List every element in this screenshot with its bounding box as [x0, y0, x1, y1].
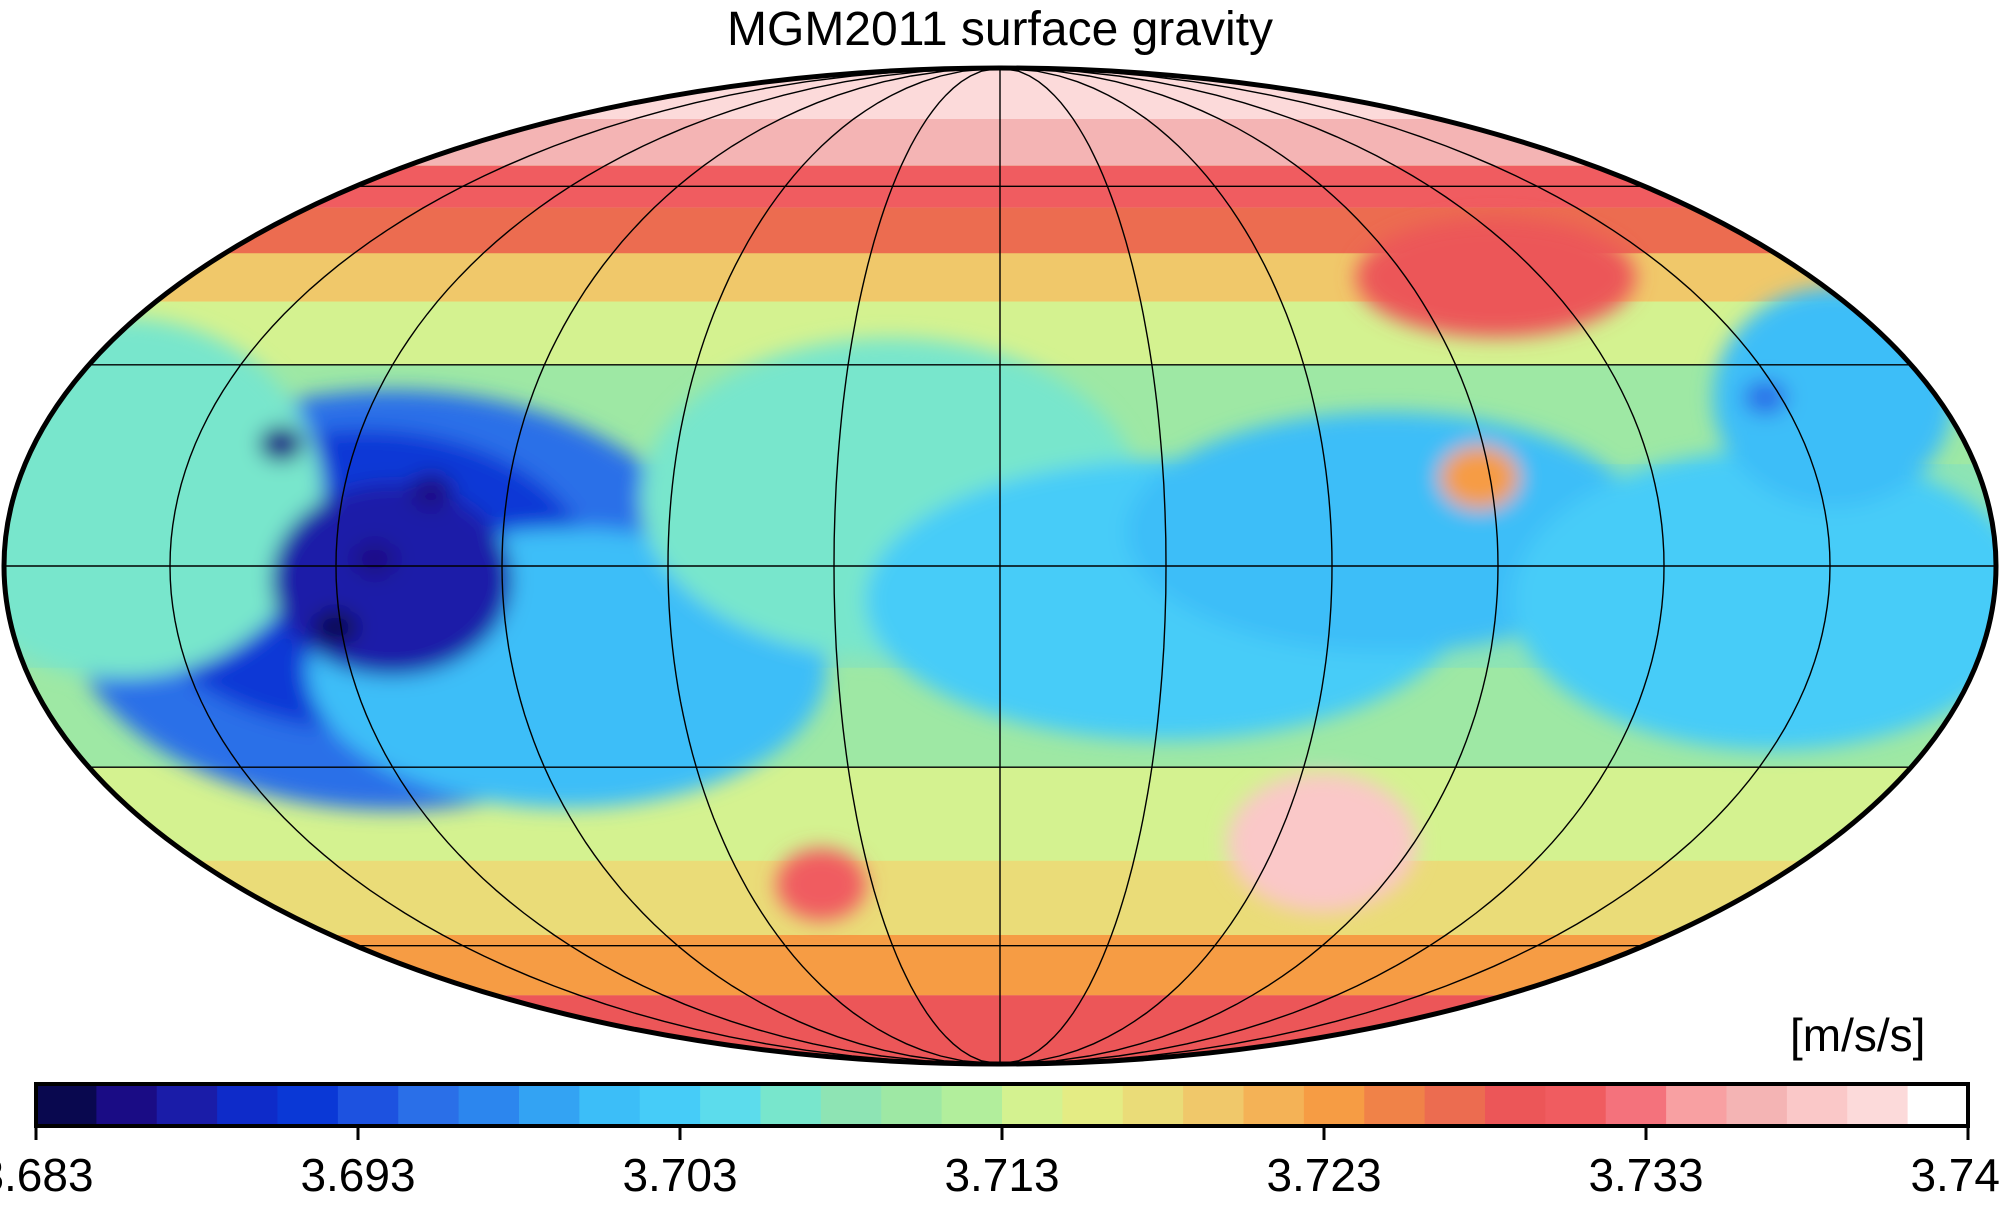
colorbar-swatch	[1786, 1084, 1848, 1126]
colorbar-swatch	[96, 1084, 158, 1126]
feature-pavonis-mons	[352, 541, 397, 577]
colorbar-swatch	[1485, 1084, 1546, 1126]
colorbar-swatch	[1002, 1084, 1063, 1126]
colorbar-swatch	[217, 1084, 279, 1126]
colorbar-swatch	[337, 1084, 399, 1126]
colorbar-swatch	[156, 1084, 218, 1126]
colorbar-swatch	[398, 1084, 460, 1126]
colorbar-swatch	[1243, 1084, 1305, 1126]
map-outline	[1, 65, 1999, 1067]
unit-label: [m/s/s]	[1790, 1009, 1926, 1061]
feature-ascraeus-mons	[409, 473, 454, 509]
colorbar-swatch	[941, 1084, 1003, 1126]
colorbar-tick-label: 3.693	[300, 1149, 416, 1201]
colorbar-tick-label: 3.713	[944, 1149, 1060, 1201]
colorbar-swatch	[760, 1084, 822, 1126]
feature-elysium-mons	[1743, 379, 1788, 416]
colorbar-swatch	[1303, 1084, 1365, 1126]
regional-anomaly	[1512, 450, 1996, 751]
colorbar-swatch	[639, 1084, 701, 1126]
colorbar-swatch	[1726, 1084, 1788, 1126]
colorbar-swatch	[579, 1084, 641, 1126]
colorbar-tick-label: 3.733	[1588, 1149, 1704, 1201]
colorbar-tick-label: 3.683	[0, 1149, 94, 1201]
colorbar-swatch	[881, 1084, 943, 1126]
colorbar-swatch	[1666, 1084, 1728, 1126]
colorbar-swatch	[1122, 1084, 1184, 1126]
colorbar-swatch	[820, 1084, 882, 1126]
colorbar-swatch	[1545, 1084, 1607, 1126]
colorbar-swatch	[1605, 1084, 1667, 1126]
feature-tharsis-rise	[271, 483, 512, 676]
graticule	[4, 67, 1996, 1065]
colorbar-swatch	[700, 1084, 762, 1126]
colorbar-tick-label: 3.703	[622, 1149, 738, 1201]
colorbar-swatch	[36, 1084, 97, 1126]
colorbar-swatch	[519, 1084, 580, 1126]
colorbar-tick-label: 3.723	[1266, 1149, 1382, 1201]
feature-olympus-mons	[259, 426, 304, 462]
colorbar-swatch	[277, 1084, 339, 1126]
colorbar-swatch	[1062, 1084, 1124, 1126]
colorbar-swatch	[1424, 1084, 1486, 1126]
feature-hellas-basin	[1227, 772, 1418, 913]
colorbar-tick-label: 3.743	[1910, 1149, 2000, 1201]
feature-argyre-basin	[776, 848, 867, 921]
map-title: MGM2011 surface gravity	[727, 3, 1273, 56]
colorbar-swatch	[1847, 1084, 1909, 1126]
feature-arsia-mons	[313, 609, 358, 645]
colorbar-swatch	[458, 1084, 520, 1126]
colorbar-swatch	[1183, 1084, 1245, 1126]
colorbar	[34, 1082, 1970, 1140]
colorbar-swatch	[1907, 1084, 1969, 1126]
colorbar-swatch	[1364, 1084, 1426, 1126]
feature-isidis-basin	[1439, 445, 1520, 510]
